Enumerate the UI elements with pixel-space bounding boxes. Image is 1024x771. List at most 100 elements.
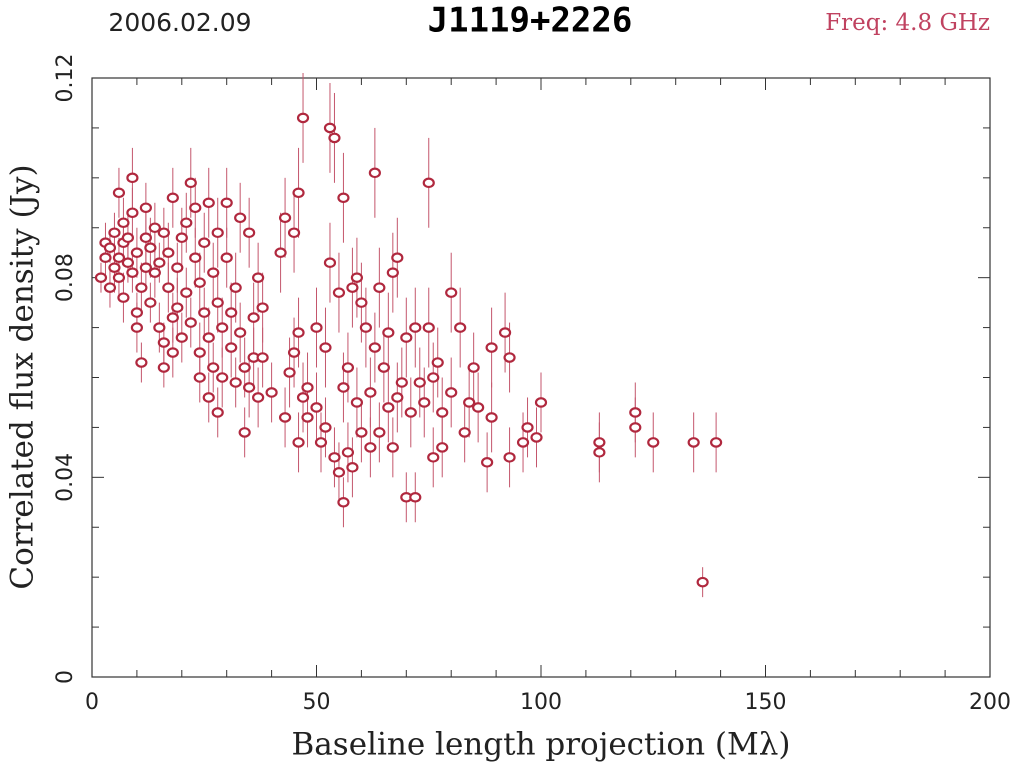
point <box>171 262 184 273</box>
point <box>180 217 193 229</box>
point <box>278 212 292 224</box>
point <box>292 437 305 448</box>
point <box>629 422 642 433</box>
point <box>234 327 247 338</box>
point <box>238 362 251 373</box>
x-tick-label: 150 <box>745 690 787 715</box>
point <box>382 402 395 413</box>
point <box>382 327 395 338</box>
point <box>323 122 337 134</box>
point <box>377 362 390 373</box>
point <box>346 282 359 293</box>
point <box>350 272 364 283</box>
y-tick-label: 0.04 <box>53 453 78 502</box>
point <box>216 372 229 383</box>
point <box>516 437 530 448</box>
point <box>427 372 440 383</box>
point <box>139 232 152 244</box>
point <box>252 392 265 403</box>
point <box>418 397 431 408</box>
point <box>220 252 233 264</box>
point <box>157 362 170 373</box>
point <box>287 347 301 358</box>
point <box>166 192 179 204</box>
point <box>350 397 364 408</box>
point <box>121 232 135 244</box>
point <box>211 297 224 308</box>
y-axis-label: Correlated flux density (Jy) <box>5 164 41 589</box>
point <box>301 382 314 393</box>
point <box>503 452 516 463</box>
point <box>265 387 278 398</box>
point <box>171 302 184 313</box>
point <box>467 362 480 373</box>
point <box>355 427 368 438</box>
point <box>243 227 256 239</box>
point <box>99 252 112 264</box>
point <box>126 267 139 278</box>
point <box>207 267 220 278</box>
point <box>117 217 130 229</box>
point <box>422 177 435 189</box>
point <box>341 362 355 373</box>
point <box>373 427 386 438</box>
point <box>337 192 350 204</box>
point <box>103 242 117 254</box>
point <box>287 227 301 239</box>
point <box>175 332 188 343</box>
point <box>211 407 224 418</box>
point <box>463 397 476 408</box>
point <box>534 397 548 408</box>
point <box>530 432 543 443</box>
point <box>364 442 377 453</box>
x-tick-label: 200 <box>969 690 1011 715</box>
point <box>503 352 516 363</box>
point <box>256 302 269 313</box>
point <box>481 457 494 468</box>
point <box>144 297 157 308</box>
frequency: Freq: 4.8 GHz <box>825 10 990 36</box>
point <box>521 422 534 433</box>
point <box>180 287 193 298</box>
point <box>184 317 197 328</box>
point <box>225 342 238 353</box>
point <box>413 377 426 388</box>
point <box>386 442 399 453</box>
point <box>391 252 404 264</box>
point <box>373 282 386 293</box>
point <box>364 387 377 398</box>
point <box>283 367 296 378</box>
date: 2006.02.09 <box>108 8 251 37</box>
point <box>454 322 467 333</box>
point <box>229 282 242 293</box>
point <box>184 177 197 189</box>
point <box>332 467 346 478</box>
point <box>238 427 251 438</box>
point <box>157 337 170 348</box>
x-tick-label: 0 <box>85 690 99 715</box>
point <box>687 437 700 448</box>
point <box>252 272 265 283</box>
point <box>422 322 435 333</box>
point <box>427 452 440 463</box>
point <box>391 392 404 403</box>
point <box>458 427 471 438</box>
point <box>629 407 642 418</box>
point <box>436 442 449 453</box>
point <box>319 342 332 353</box>
point <box>126 172 139 184</box>
point <box>189 252 202 264</box>
chart-title: J1119+2226 <box>428 1 633 41</box>
point <box>112 272 126 283</box>
point <box>126 207 139 219</box>
point <box>332 287 346 298</box>
point <box>202 392 215 403</box>
point <box>220 197 233 209</box>
point <box>328 132 341 144</box>
point <box>229 377 242 388</box>
point <box>193 347 206 358</box>
point <box>485 412 498 423</box>
point <box>175 232 188 244</box>
point <box>498 327 512 338</box>
